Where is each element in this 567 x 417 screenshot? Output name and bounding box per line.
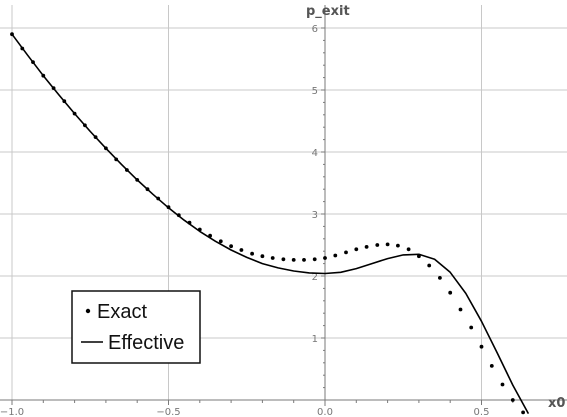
- series-point-exact: [239, 248, 244, 252]
- series-point-exact: [396, 243, 400, 248]
- axes: [0, 5, 567, 406]
- legend-box: [71, 290, 201, 364]
- ticks: 1 2 3 4 5 6 −1.0 −0.5 0.0 0.5: [0, 24, 514, 417]
- series-point-exact: [323, 256, 327, 260]
- x-tick-label-1: −0.5: [156, 407, 180, 417]
- series-point-exact: [364, 245, 369, 249]
- series-point-exact: [260, 254, 265, 259]
- series-point-exact: [521, 410, 525, 415]
- series-point-exact: [312, 257, 317, 262]
- series-point-exact: [438, 276, 442, 280]
- series-point-exact: [218, 239, 223, 244]
- x-tick-label-3: 0.5: [474, 407, 490, 417]
- y-tick-label-1: 1: [312, 334, 318, 345]
- y-tick-label-6: 6: [312, 24, 318, 35]
- series-point-exact: [344, 250, 348, 255]
- series-point-exact: [406, 247, 411, 252]
- series-point-exact: [427, 263, 432, 268]
- series-point-exact: [291, 258, 296, 262]
- series-point-exact: [385, 242, 390, 247]
- series-point-exact: [270, 256, 275, 260]
- x-axis-label: x0: [548, 396, 565, 411]
- y-axis-label: p_exit: [306, 4, 350, 19]
- y-tick-label-3: 3: [312, 210, 318, 221]
- y-tick-label-5: 5: [312, 86, 318, 97]
- x-tick-label-0: −1.0: [0, 407, 24, 417]
- series-point-exact: [229, 244, 234, 249]
- series-point-exact: [250, 251, 255, 256]
- y-tick-label-4: 4: [312, 148, 318, 159]
- series-point-exact: [354, 247, 359, 252]
- legend-exact-label: Exact: [97, 301, 147, 323]
- series-point-exact: [458, 307, 463, 312]
- legend: Exact Effective: [71, 290, 201, 364]
- series-point-exact: [333, 253, 338, 258]
- x-tick-label-2: 0.0: [317, 407, 333, 417]
- series: [10, 32, 530, 415]
- series-point-exact: [489, 364, 494, 368]
- series-point-exact: [510, 398, 515, 402]
- legend-effective-label: Effective: [108, 332, 184, 354]
- series-point-exact: [281, 257, 286, 262]
- series-point-exact: [448, 290, 453, 295]
- series-point-exact: [302, 258, 306, 262]
- series-point-exact: [375, 243, 380, 247]
- series-point-exact: [469, 325, 474, 330]
- series-point-exact: [500, 382, 505, 387]
- series-point-exact: [479, 344, 484, 349]
- series-line-effective: [11, 33, 530, 414]
- y-tick-label-2: 2: [312, 272, 318, 283]
- legend-exact-marker: [85, 308, 91, 314]
